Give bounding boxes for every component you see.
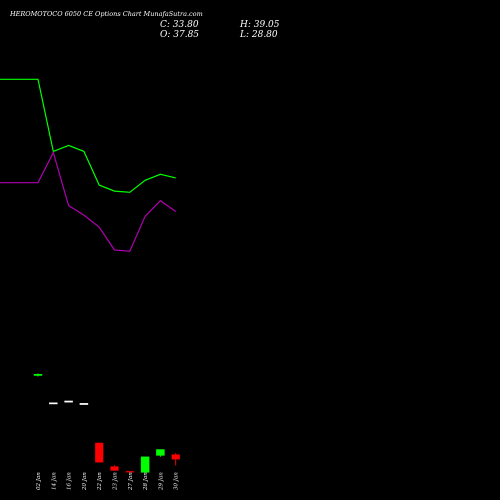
candle-body <box>94 442 104 463</box>
x-tick-label: 22 Jan <box>97 472 103 491</box>
candle-body <box>110 466 119 471</box>
candle-body <box>125 470 135 473</box>
indicator-line-2 <box>0 150 177 252</box>
x-tick-label: 16 Jan <box>67 472 73 490</box>
x-tick-label: 20 Jan <box>82 472 88 491</box>
candle-body <box>33 374 43 376</box>
x-tick-label: 27 Jan <box>128 472 134 491</box>
high-value: H: 39.05 <box>240 20 280 30</box>
candle-body <box>49 402 58 405</box>
x-tick-label: 23 Jan <box>113 472 119 491</box>
low-value: L: 28.80 <box>240 30 278 40</box>
x-tick-label: 29 Jan <box>158 472 164 491</box>
open-value: O: 37.85 <box>160 30 200 40</box>
x-tick-label: 14 Jan <box>51 472 57 490</box>
candle-body <box>156 449 165 456</box>
x-tick-label: 30 Jan <box>174 472 180 490</box>
candle-body <box>64 400 73 403</box>
candle-body <box>140 456 150 473</box>
indicator-line-1 <box>0 78 176 193</box>
close-value: C: 33.80 <box>160 20 199 30</box>
candle-body <box>171 454 180 460</box>
x-tick-label: 02 Jan <box>36 472 42 490</box>
x-tick-label: 28 Jan <box>143 472 149 491</box>
chart-title: HEROMOTOCO 6050 CE Options Chart MunafaS… <box>10 10 203 18</box>
candle-body <box>79 403 89 405</box>
